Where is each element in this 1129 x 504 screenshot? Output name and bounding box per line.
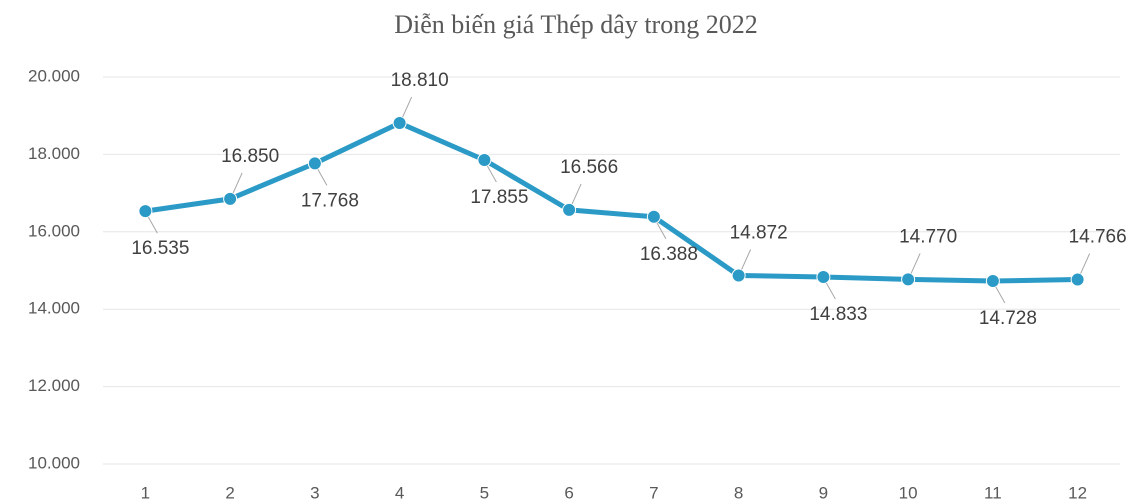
data-point: [731, 268, 746, 283]
data-point: [1070, 272, 1085, 287]
data-label: 18.810: [391, 70, 449, 91]
data-line: [145, 120, 1078, 284]
leader-line: [571, 183, 582, 205]
data-label: 14.872: [730, 222, 788, 243]
x-tick-label: 9: [819, 483, 828, 502]
data-label: 16.850: [221, 146, 279, 167]
x-tick-label: 5: [480, 483, 489, 502]
data-label: 14.728: [979, 308, 1037, 329]
data-point: [477, 153, 492, 168]
y-tick-label: 10.000: [28, 453, 80, 472]
data-point: [138, 204, 153, 219]
y-tick-label: 20.000: [28, 66, 80, 85]
leader-line: [1080, 253, 1091, 274]
x-tick-label: 1: [141, 483, 150, 502]
data-label: 14.766: [1069, 227, 1127, 248]
data-point: [223, 191, 238, 206]
data-point: [307, 156, 322, 171]
data-point: [985, 274, 1000, 289]
leader-line: [741, 249, 752, 270]
data-label: 14.833: [809, 304, 867, 325]
data-point: [901, 272, 916, 287]
data-point: [646, 209, 661, 224]
data-label: 16.535: [131, 238, 189, 259]
data-point: [816, 269, 831, 284]
x-tick-label: 11: [984, 483, 1002, 502]
leader-line: [910, 253, 921, 274]
leader-line: [317, 169, 328, 186]
leader-line: [232, 172, 243, 194]
data-label: 16.566: [560, 157, 618, 178]
data-label: 16.388: [640, 244, 698, 265]
leader-line: [486, 165, 497, 183]
leader-line: [147, 216, 158, 234]
y-tick-label: 18.000: [28, 144, 80, 163]
leader-line: [656, 222, 667, 240]
leader-line: [825, 282, 836, 300]
x-tick-label: 12: [1068, 483, 1087, 502]
data-label: 14.770: [899, 226, 957, 247]
leader-line: [402, 96, 413, 118]
x-tick-label: 2: [225, 483, 234, 502]
leader-line: [995, 286, 1006, 304]
data-label: 17.768: [301, 190, 359, 211]
data-point: [562, 202, 577, 217]
data-label: 17.855: [470, 187, 528, 208]
y-tick-label: 12.000: [28, 376, 80, 395]
y-tick-label: 16.000: [28, 221, 80, 240]
x-tick-label: 4: [395, 483, 404, 502]
x-tick-label: 7: [649, 483, 658, 502]
x-tick-label: 10: [899, 483, 918, 502]
y-tick-label: 14.000: [28, 299, 80, 318]
data-point: [392, 116, 407, 131]
x-tick-label: 8: [734, 483, 743, 502]
chart-title: Diễn biến giá Thép dây trong 2022: [394, 10, 757, 39]
x-tick-label: 3: [310, 483, 319, 502]
x-tick-label: 6: [564, 483, 573, 502]
